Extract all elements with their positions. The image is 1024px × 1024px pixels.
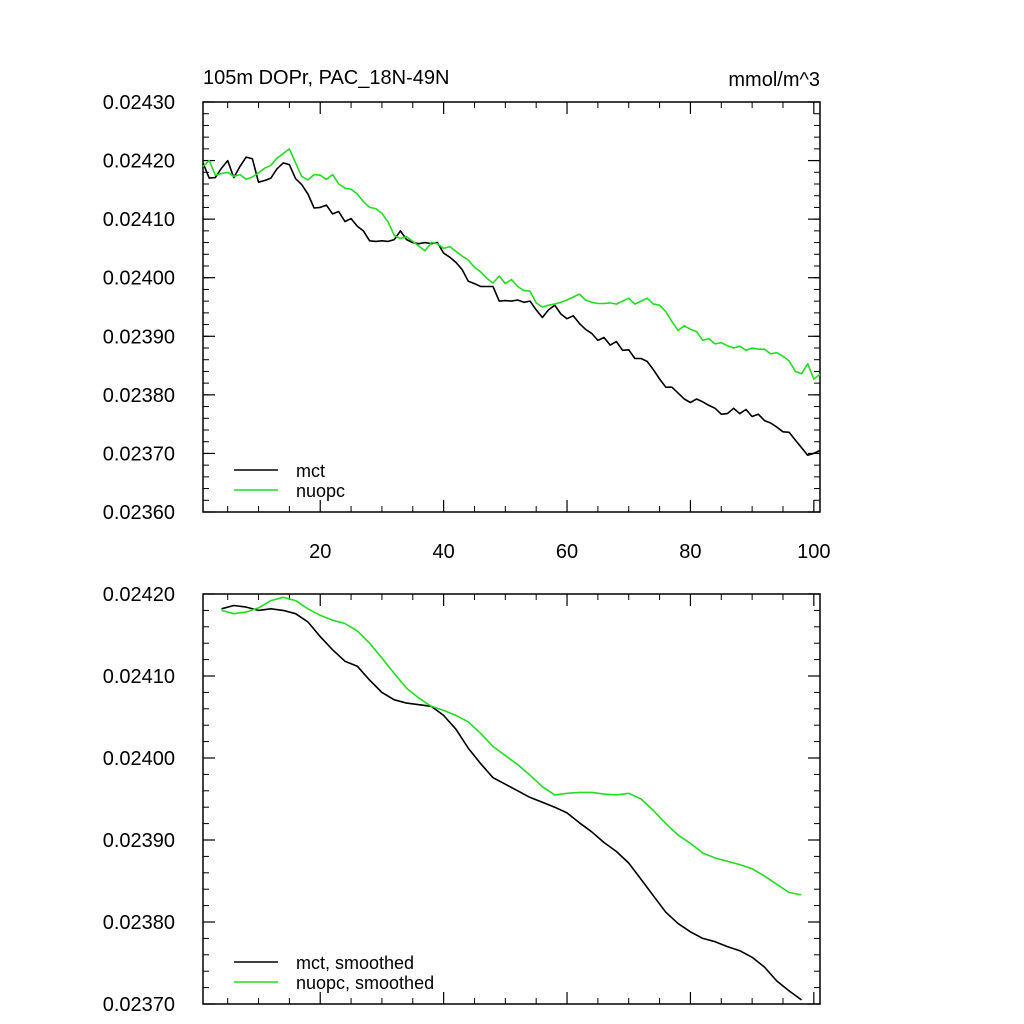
top-ytick-label: 0.02430 <box>103 92 175 114</box>
bottom-plot-frame <box>202 593 821 1005</box>
legend-label-nuopc: nuopc <box>296 481 345 501</box>
top-ticks: 0.02360 0.02370 0.02380 0.02390 0.02400 0.024… <box>103 92 831 563</box>
top-series <box>202 148 821 457</box>
bottom-ytick-label: 0.02400 <box>103 748 175 770</box>
bottom-ytick-label: 0.02420 <box>103 584 175 606</box>
bottom-ytick-label: 0.02370 <box>103 994 175 1016</box>
top-ytick-label: 0.02360 <box>103 502 175 524</box>
top-xtick-label: 20 <box>309 541 331 563</box>
legend-label-mct: mct <box>296 461 325 481</box>
top-xtick-label: 80 <box>679 541 701 563</box>
panel-bottom: 0.02370 0.02380 0.02390 0.02400 0.02410 0.024… <box>103 584 821 1016</box>
panel-top: 105m DOPr, PAC_18N-49N mmol/m^3 0.023600… <box>103 67 831 563</box>
bottom-legend: mct, smoothed nuopc, smoothed <box>234 953 434 993</box>
bottom-series <box>221 596 802 1001</box>
top-series-mct <box>202 156 821 457</box>
top-plot-frame <box>202 101 821 513</box>
top-xtick-label: 40 <box>433 541 455 563</box>
top-ytick-label: 0.02390 <box>103 326 175 348</box>
top-units: mmol/m^3 <box>728 69 820 91</box>
legend-label-nuopc-smoothed: nuopc, smoothed <box>296 973 434 993</box>
bottom-series-nuopc-smoothed <box>221 596 802 896</box>
bottom-ytick-label: 0.02390 <box>103 830 175 852</box>
bottom-ytick-label: 0.02380 <box>103 912 175 934</box>
top-ytick-label: 0.02370 <box>103 443 175 465</box>
top-series-nuopc <box>202 148 821 380</box>
bottom-ticks: 0.02370 0.02380 0.02390 0.02400 0.02410 0.024… <box>103 584 820 1016</box>
top-xtick-label: 60 <box>556 541 578 563</box>
top-legend: mct nuopc <box>234 461 345 501</box>
top-xtick-label: 100 <box>797 541 830 563</box>
legend-label-mct-smoothed: mct, smoothed <box>296 953 414 973</box>
top-title: 105m DOPr, PAC_18N-49N <box>203 67 449 89</box>
top-ytick-label: 0.02380 <box>103 385 175 407</box>
top-ytick-label: 0.02420 <box>103 151 175 173</box>
bottom-series-mct-smoothed <box>221 604 802 1001</box>
top-ytick-label: 0.02410 <box>103 209 175 231</box>
top-ytick-label: 0.02400 <box>103 268 175 290</box>
bottom-ytick-label: 0.02410 <box>103 666 175 688</box>
